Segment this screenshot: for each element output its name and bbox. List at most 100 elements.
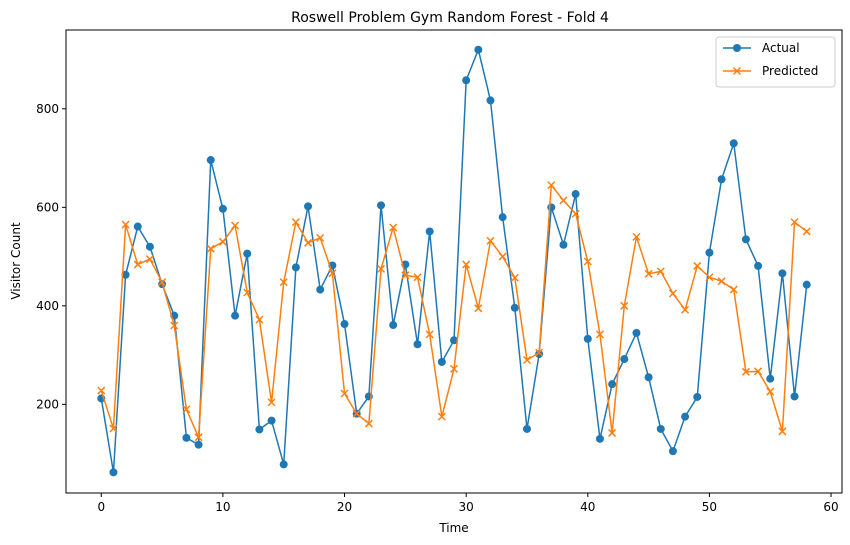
x-tick-label: 60 <box>823 500 838 514</box>
data-point <box>741 235 750 244</box>
data-point <box>559 240 568 249</box>
data-point <box>705 248 714 257</box>
series-layer <box>97 45 811 477</box>
data-point <box>243 288 252 297</box>
data-point <box>535 350 544 359</box>
data-point <box>595 434 604 443</box>
legend-box <box>715 36 836 88</box>
data-point <box>644 373 653 382</box>
data-point <box>291 263 300 272</box>
plot-area <box>65 29 843 494</box>
data-point <box>595 330 604 339</box>
data-point <box>620 355 629 364</box>
x-tick-label: 40 <box>580 500 595 514</box>
data-point <box>109 424 118 433</box>
data-point <box>547 181 556 190</box>
data-point <box>449 364 459 373</box>
data-point <box>510 303 519 312</box>
data-point <box>462 76 471 85</box>
data-point <box>97 386 106 395</box>
data-point <box>486 236 495 245</box>
data-point <box>620 301 629 310</box>
data-point <box>522 355 532 365</box>
data-point <box>717 175 726 184</box>
data-point <box>608 380 617 389</box>
data-point <box>279 278 288 287</box>
data-point <box>425 330 434 339</box>
data-point <box>182 433 191 442</box>
legend-marker <box>732 66 742 76</box>
data-point <box>377 201 386 210</box>
y-tick-label: 400 <box>36 299 59 313</box>
data-point <box>498 252 507 261</box>
data-point <box>255 315 264 324</box>
data-point <box>766 374 775 383</box>
data-point <box>267 398 276 407</box>
data-point <box>206 244 215 253</box>
data-point <box>182 405 191 414</box>
data-point <box>450 336 458 345</box>
data-point <box>510 273 519 282</box>
data-point <box>145 255 154 264</box>
data-point <box>376 264 386 273</box>
x-axis-label: Time <box>438 521 468 535</box>
x-tick-label: 20 <box>337 500 352 514</box>
data-point <box>121 220 130 229</box>
data-point <box>583 334 592 343</box>
data-point <box>681 305 690 314</box>
data-point <box>340 320 349 329</box>
data-point <box>255 425 264 434</box>
data-point <box>571 209 580 218</box>
data-point <box>218 204 227 213</box>
data-point <box>364 419 373 428</box>
data-point <box>133 222 142 231</box>
data-point <box>535 348 544 357</box>
data-point <box>632 328 641 337</box>
legend: Actual Predicted <box>715 36 836 88</box>
data-point <box>425 227 434 236</box>
data-point <box>790 218 799 227</box>
data-point <box>754 367 763 376</box>
data-point <box>802 280 811 289</box>
data-point <box>231 311 240 320</box>
data-point <box>802 227 811 236</box>
data-point <box>121 270 130 279</box>
legend-label: Predicted <box>762 64 818 78</box>
data-point <box>656 424 665 433</box>
data-point <box>304 202 313 211</box>
data-point <box>705 273 714 282</box>
data-point <box>766 387 775 396</box>
data-point <box>231 221 240 230</box>
data-point <box>693 261 702 270</box>
data-point <box>462 260 471 269</box>
data-point <box>291 218 300 227</box>
chart-title: Roswell Problem Gym Random Forest - Fold… <box>291 10 609 26</box>
series-predicted <box>97 181 811 442</box>
data-point <box>304 238 313 247</box>
data-point <box>583 257 592 266</box>
data-point <box>778 269 787 278</box>
data-point <box>206 156 215 165</box>
data-point <box>474 304 483 313</box>
data-point <box>571 190 580 199</box>
legend-label: Actual <box>762 41 800 55</box>
x-axis-ticks: 0 10 20 30 40 50 60 <box>97 493 839 514</box>
data-point <box>170 321 179 330</box>
data-point <box>413 340 422 349</box>
y-tick-label: 600 <box>36 200 59 214</box>
data-point <box>474 45 483 54</box>
data-point <box>608 428 617 437</box>
data-point <box>559 196 568 205</box>
data-point <box>790 392 799 401</box>
data-point <box>547 203 556 212</box>
data-point <box>693 392 702 401</box>
data-point <box>328 269 337 278</box>
data-point <box>717 277 726 286</box>
data-point <box>741 367 750 376</box>
data-point <box>145 242 154 251</box>
data-point <box>778 427 787 436</box>
data-point <box>389 321 398 330</box>
data-point <box>401 271 410 280</box>
data-point <box>754 261 763 270</box>
